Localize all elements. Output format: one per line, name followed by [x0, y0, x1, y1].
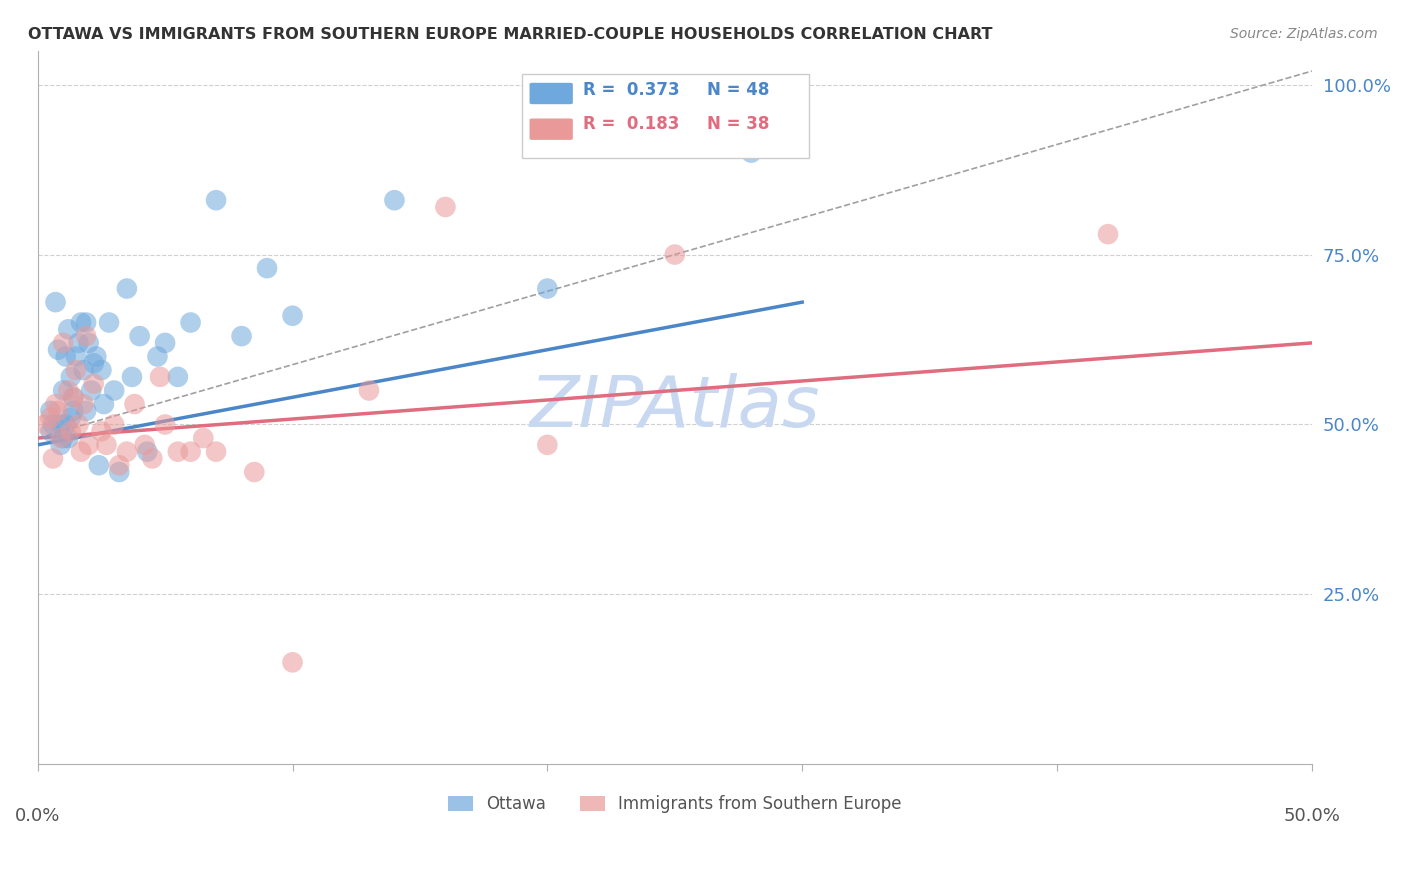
Point: [75, 316, 97, 330]
Point: [93, 397, 115, 411]
Point: [72, 363, 94, 377]
Point: [281, 309, 304, 323]
Text: N = 38: N = 38: [707, 115, 769, 133]
Point: [136, 444, 159, 458]
Text: R =  0.183: R = 0.183: [583, 115, 679, 133]
Point: [42, 417, 65, 432]
Point: [44, 397, 66, 411]
Point: [96, 438, 118, 452]
Point: [243, 465, 266, 479]
Point: [58, 431, 80, 445]
Point: [205, 444, 228, 458]
Point: [153, 335, 176, 350]
Point: [121, 370, 143, 384]
Point: [59, 410, 82, 425]
Point: [149, 370, 172, 384]
Bar: [522, 73, 808, 158]
Point: [44, 295, 66, 310]
Point: [115, 444, 138, 458]
Point: [70, 444, 93, 458]
Point: [83, 376, 105, 391]
Point: [98, 316, 121, 330]
Point: [39, 424, 62, 438]
FancyBboxPatch shape: [530, 83, 572, 104]
Point: [77, 335, 100, 350]
Text: Source: ZipAtlas.com: Source: ZipAtlas.com: [1230, 27, 1378, 41]
Point: [49, 438, 72, 452]
Point: [90, 424, 112, 438]
Point: [62, 404, 84, 418]
Point: [166, 370, 188, 384]
Point: [62, 390, 84, 404]
Point: [59, 370, 82, 384]
Point: [67, 417, 90, 432]
Point: [357, 384, 380, 398]
Text: N = 48: N = 48: [707, 81, 769, 99]
Point: [180, 316, 202, 330]
Point: [384, 193, 406, 207]
Point: [664, 247, 686, 261]
Point: [141, 451, 163, 466]
Point: [46, 343, 69, 357]
Point: [52, 335, 75, 350]
Point: [193, 431, 215, 445]
Point: [52, 431, 75, 445]
Point: [180, 444, 202, 458]
Point: [740, 145, 762, 160]
Point: [134, 438, 156, 452]
Point: [84, 350, 107, 364]
Point: [55, 417, 77, 432]
Point: [34, 417, 56, 432]
Point: [108, 458, 131, 473]
Point: [62, 390, 84, 404]
Text: R =  0.373: R = 0.373: [583, 81, 679, 99]
Point: [67, 335, 90, 350]
Text: OTTAWA VS IMMIGRANTS FROM SOUTHERN EUROPE MARRIED-COUPLE HOUSEHOLDS CORRELATION : OTTAWA VS IMMIGRANTS FROM SOUTHERN EUROP…: [28, 27, 993, 42]
Legend: Ottawa, Immigrants from Southern Europe: Ottawa, Immigrants from Southern Europe: [441, 789, 908, 820]
Point: [83, 356, 105, 370]
Point: [70, 316, 93, 330]
Point: [46, 404, 69, 418]
Point: [39, 404, 62, 418]
Text: 0.0%: 0.0%: [15, 807, 60, 825]
Point: [55, 350, 77, 364]
Point: [128, 329, 150, 343]
Point: [58, 322, 80, 336]
Point: [80, 384, 103, 398]
Point: [39, 410, 62, 425]
Point: [59, 424, 82, 438]
Point: [90, 363, 112, 377]
Point: [256, 261, 278, 276]
Point: [103, 417, 125, 432]
Point: [49, 417, 72, 432]
Point: [75, 404, 97, 418]
Point: [42, 451, 65, 466]
Point: [52, 384, 75, 398]
Point: [124, 397, 146, 411]
Point: [281, 656, 304, 670]
Point: [434, 200, 457, 214]
Point: [72, 397, 94, 411]
Point: [146, 350, 169, 364]
FancyBboxPatch shape: [530, 119, 572, 140]
Point: [166, 444, 188, 458]
Point: [205, 193, 228, 207]
Point: [77, 438, 100, 452]
Point: [231, 329, 253, 343]
Point: [1097, 227, 1119, 242]
Text: 50.0%: 50.0%: [1284, 807, 1340, 825]
Point: [58, 384, 80, 398]
Point: [49, 431, 72, 445]
Point: [65, 350, 87, 364]
Point: [87, 458, 110, 473]
Point: [153, 417, 176, 432]
Text: ZIPAtlas: ZIPAtlas: [530, 373, 820, 442]
Point: [536, 438, 558, 452]
Point: [536, 281, 558, 295]
Point: [65, 363, 87, 377]
Point: [75, 329, 97, 343]
Point: [108, 465, 131, 479]
Point: [103, 384, 125, 398]
Point: [115, 281, 138, 295]
